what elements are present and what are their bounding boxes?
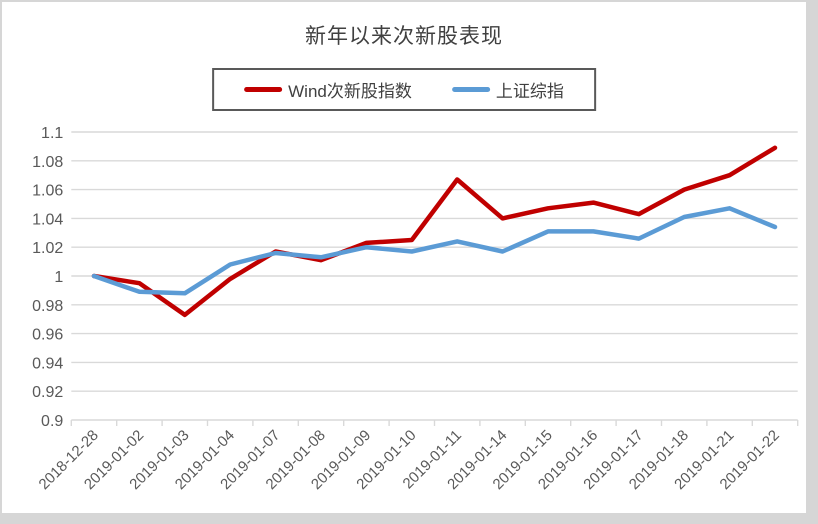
y-tick-label: 0.98 [32, 298, 63, 315]
legend-label-wind-index: Wind次新股指数 [288, 82, 412, 101]
y-tick-label: 0.96 [32, 327, 63, 344]
legend-item-wind-index: Wind次新股指数 [244, 77, 412, 102]
chart-title: 新年以来次新股表现 [305, 25, 503, 48]
plot-area: 0.90.920.940.960.9811.021.041.061.081.12… [32, 125, 799, 493]
y-tick-label: 0.94 [32, 355, 63, 372]
legend-line-swatch-blue [451, 87, 490, 92]
series-line-wind-index [91, 145, 778, 318]
y-tick-label: 1 [54, 269, 63, 286]
y-tick-label: 1.06 [32, 183, 63, 200]
legend-item-shanghai-composite: 上证综指 [451, 77, 564, 102]
legend-label-shanghai-composite: 上证综指 [495, 82, 564, 101]
y-tick-label: 0.9 [41, 413, 63, 430]
y-tick-label: 0.92 [32, 384, 63, 401]
legend-line-swatch-red [244, 87, 283, 92]
series-line-shanghai-composite [91, 206, 778, 296]
chart-legend: Wind次新股指数 上证综指 [212, 68, 596, 111]
y-tick-label: 1.04 [32, 211, 63, 228]
y-tick-label: 1.1 [41, 125, 63, 142]
y-tick-label: 1.08 [32, 154, 63, 171]
y-tick-label: 1.02 [32, 240, 63, 257]
